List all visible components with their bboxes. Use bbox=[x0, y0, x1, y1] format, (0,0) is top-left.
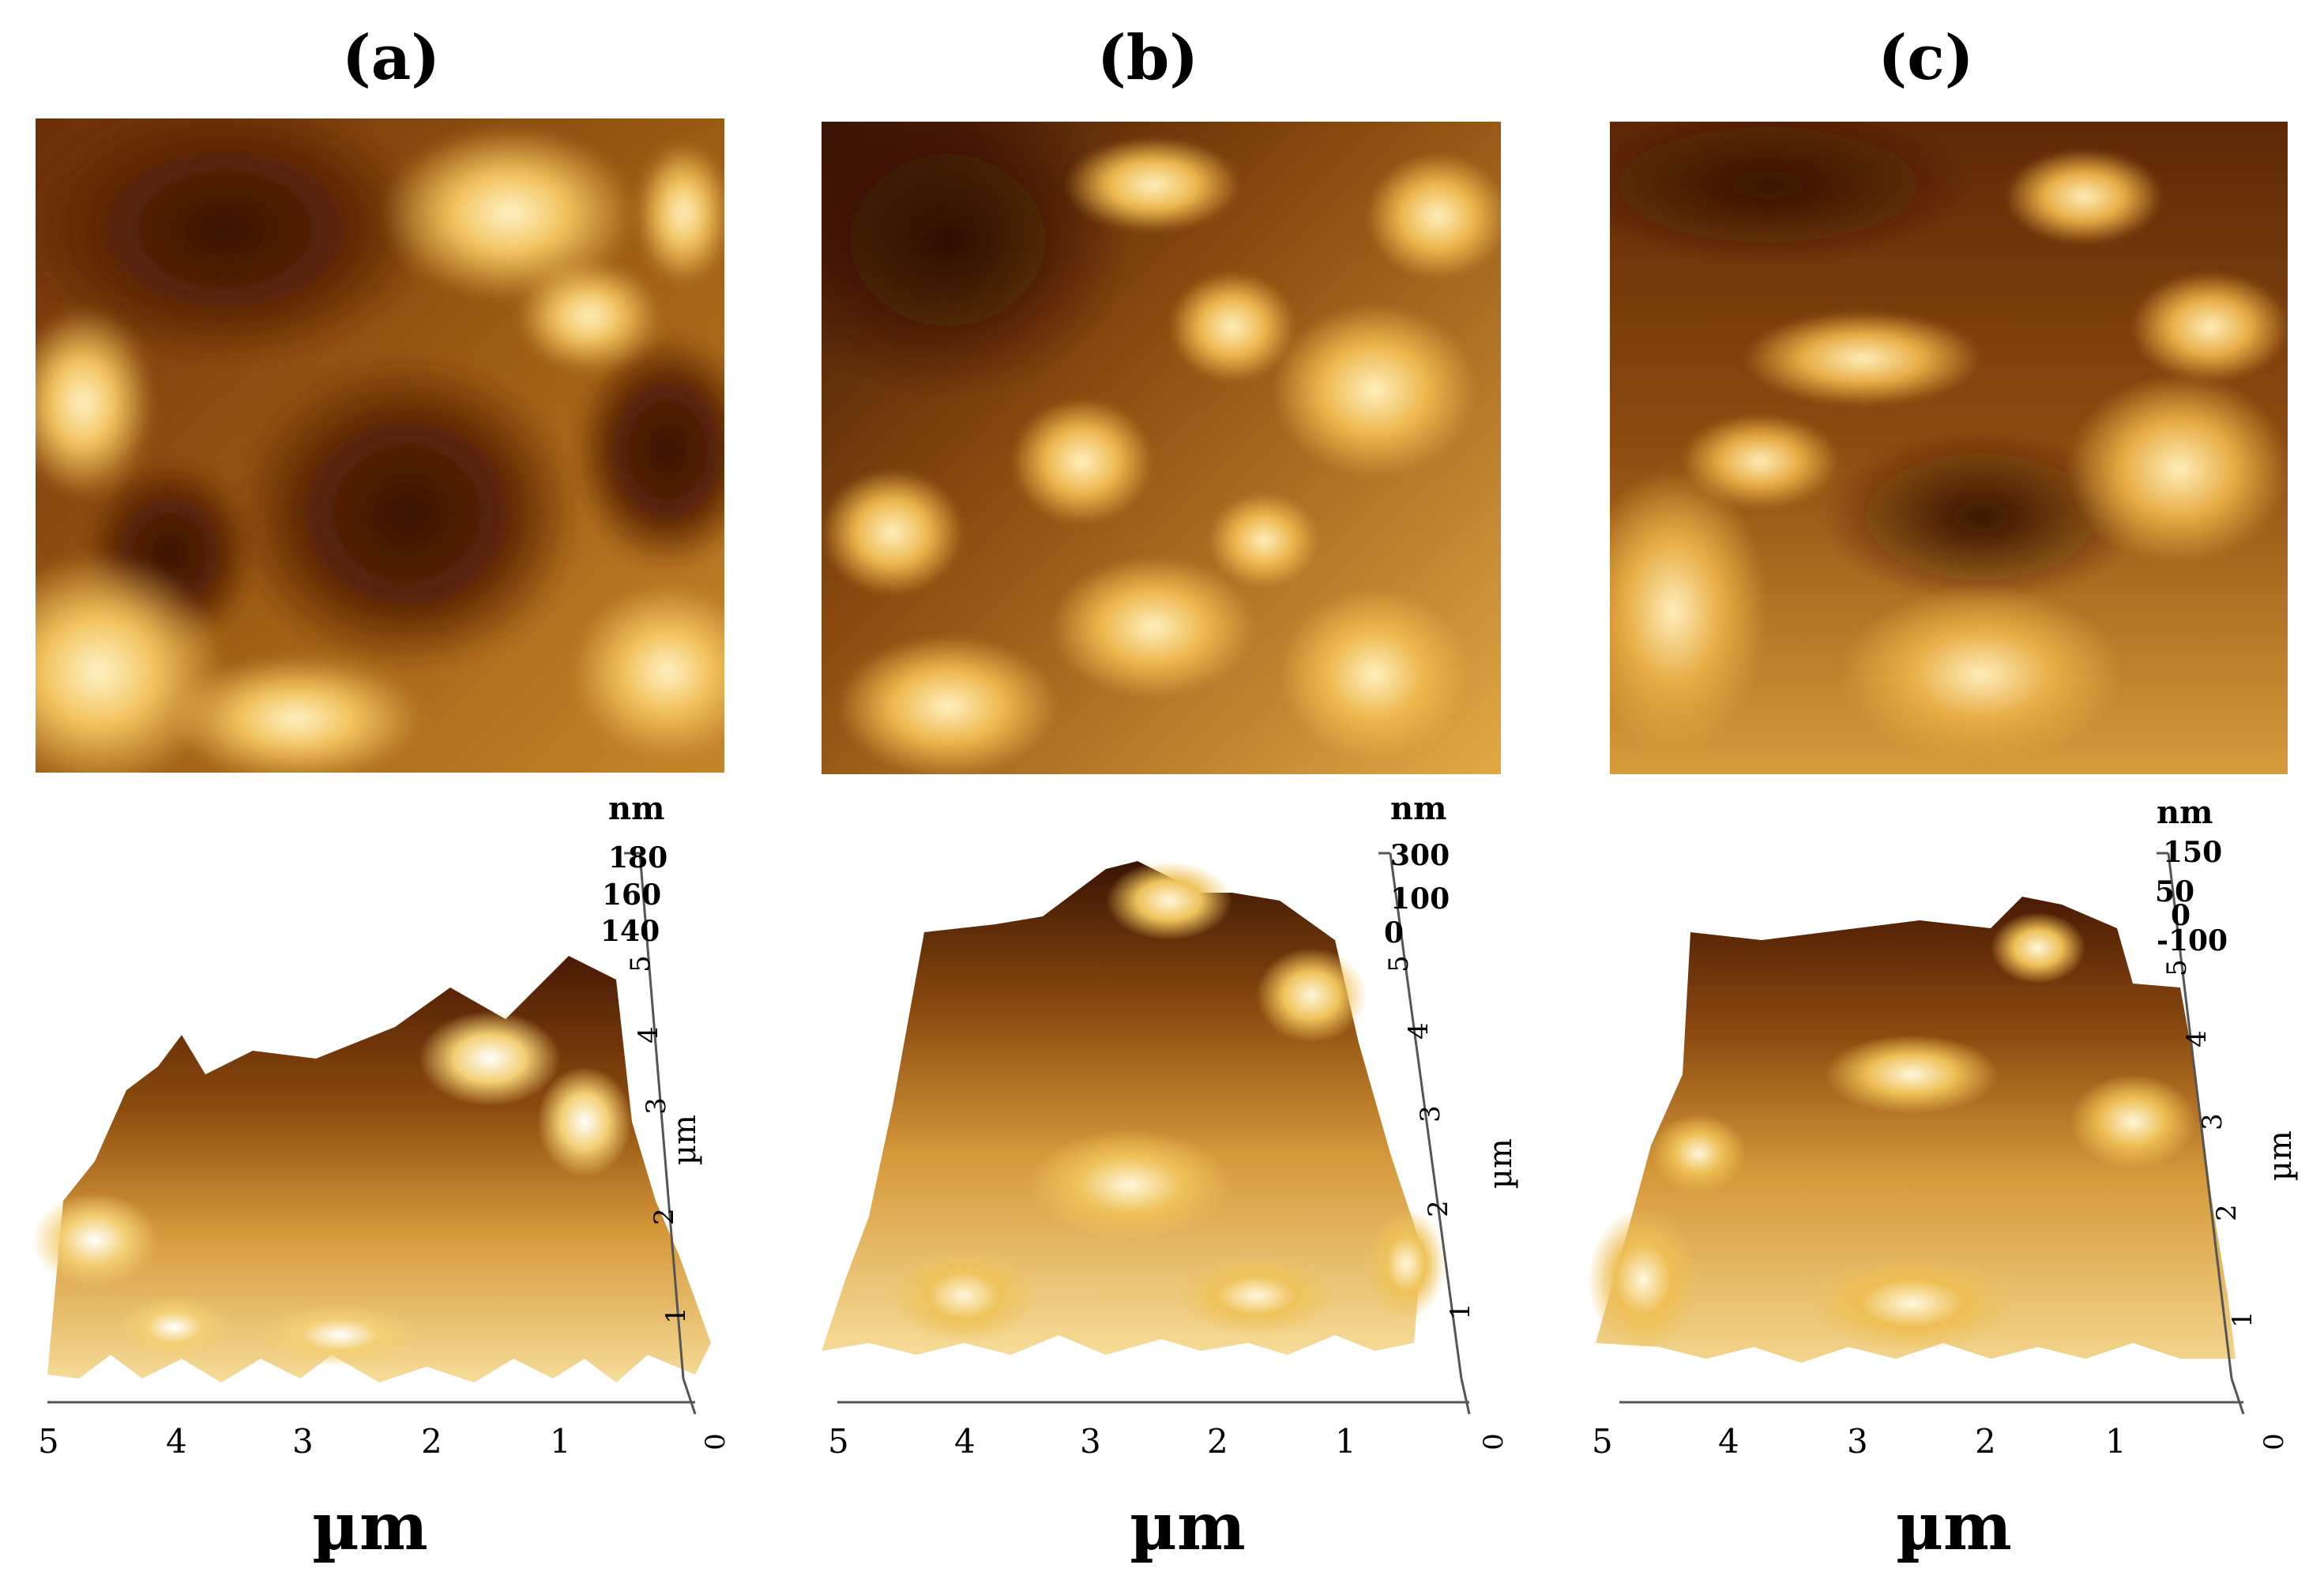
x-zero-a: 0 bbox=[699, 1433, 731, 1450]
x-tick-c-2: 2 bbox=[1975, 1422, 1996, 1461]
z-unit-c: nm bbox=[2157, 794, 2213, 831]
afm-3d-panel-c bbox=[1588, 852, 2245, 1415]
x-tick-a-1: 1 bbox=[550, 1422, 571, 1461]
x-tick-b-4: 4 bbox=[954, 1422, 976, 1461]
z-tick-b-0: 300 bbox=[1390, 839, 1450, 872]
y-tick-b-4: 4 bbox=[1402, 1022, 1435, 1040]
y-tick-a-3: 3 bbox=[640, 1097, 672, 1115]
x-tick-a-4: 4 bbox=[166, 1422, 187, 1461]
x-tick-b-2: 2 bbox=[1207, 1422, 1228, 1461]
x-tick-c-1: 1 bbox=[2105, 1422, 2127, 1461]
y-tick-b-1: 1 bbox=[1444, 1303, 1476, 1320]
afm-2d-image-c bbox=[1610, 122, 2288, 774]
z-tick-b-2: 0 bbox=[1384, 916, 1405, 950]
afm-3d-panel-b bbox=[822, 852, 1471, 1415]
y-unit-b: µm bbox=[1482, 1138, 1519, 1189]
afm-2d-image-a bbox=[36, 118, 724, 773]
panel-label-b: (b) bbox=[1096, 22, 1199, 94]
y-tick-a-1: 1 bbox=[660, 1307, 692, 1324]
y-tick-a-2: 2 bbox=[648, 1208, 680, 1225]
y-tick-b-3: 3 bbox=[1414, 1105, 1446, 1123]
y-tick-c-4: 4 bbox=[2180, 1030, 2213, 1048]
y-tick-c-3: 3 bbox=[2196, 1113, 2228, 1130]
z-tick-a-2: 140 bbox=[600, 915, 660, 948]
z-unit-b: nm bbox=[1390, 790, 1447, 827]
y-tick-a-4: 4 bbox=[632, 1026, 664, 1044]
x-unit-c: µm bbox=[1896, 1489, 2012, 1565]
z-tick-c-2: 0 bbox=[2171, 899, 2191, 932]
afm-2d-image-b bbox=[822, 122, 1501, 774]
y-tick-c-1: 1 bbox=[2226, 1311, 2258, 1328]
y-tick-c-5: 5 bbox=[2160, 959, 2193, 976]
x-zero-b: 0 bbox=[1477, 1433, 1510, 1450]
x-tick-c-4: 4 bbox=[1718, 1422, 1739, 1461]
z-tick-c-1: 50 bbox=[2155, 875, 2195, 908]
x-tick-b-5: 5 bbox=[828, 1422, 849, 1461]
x-tick-c-3: 3 bbox=[1847, 1422, 1868, 1461]
z-tick-c-3: -100 bbox=[2157, 924, 2228, 957]
x-zero-c: 0 bbox=[2258, 1433, 2290, 1450]
x-unit-a: µm bbox=[312, 1489, 428, 1565]
y-tick-b-2: 2 bbox=[1422, 1200, 1454, 1217]
y-tick-b-5: 5 bbox=[1382, 955, 1415, 972]
z-tick-a-0: 180 bbox=[608, 841, 668, 875]
z-unit-a: nm bbox=[608, 790, 665, 827]
z-tick-a-1: 160 bbox=[602, 878, 662, 912]
x-tick-b-1: 1 bbox=[1335, 1422, 1356, 1461]
y-tick-a-5: 5 bbox=[624, 955, 656, 972]
x-tick-c-5: 5 bbox=[1592, 1422, 1613, 1461]
x-tick-b-3: 3 bbox=[1080, 1422, 1101, 1461]
y-unit-c: µm bbox=[2262, 1130, 2299, 1181]
x-unit-b: µm bbox=[1130, 1489, 1246, 1565]
x-tick-a-5: 5 bbox=[38, 1422, 59, 1461]
y-unit-a: µm bbox=[666, 1115, 703, 1165]
panel-label-a: (a) bbox=[341, 22, 441, 94]
x-tick-a-3: 3 bbox=[292, 1422, 314, 1461]
y-tick-c-2: 2 bbox=[2210, 1204, 2243, 1221]
x-tick-a-2: 2 bbox=[421, 1422, 442, 1461]
panel-label-c: (c) bbox=[1878, 22, 1974, 94]
z-tick-b-1: 100 bbox=[1390, 882, 1450, 916]
z-tick-c-0: 150 bbox=[2163, 836, 2223, 869]
afm-3d-panel-a bbox=[32, 852, 711, 1415]
